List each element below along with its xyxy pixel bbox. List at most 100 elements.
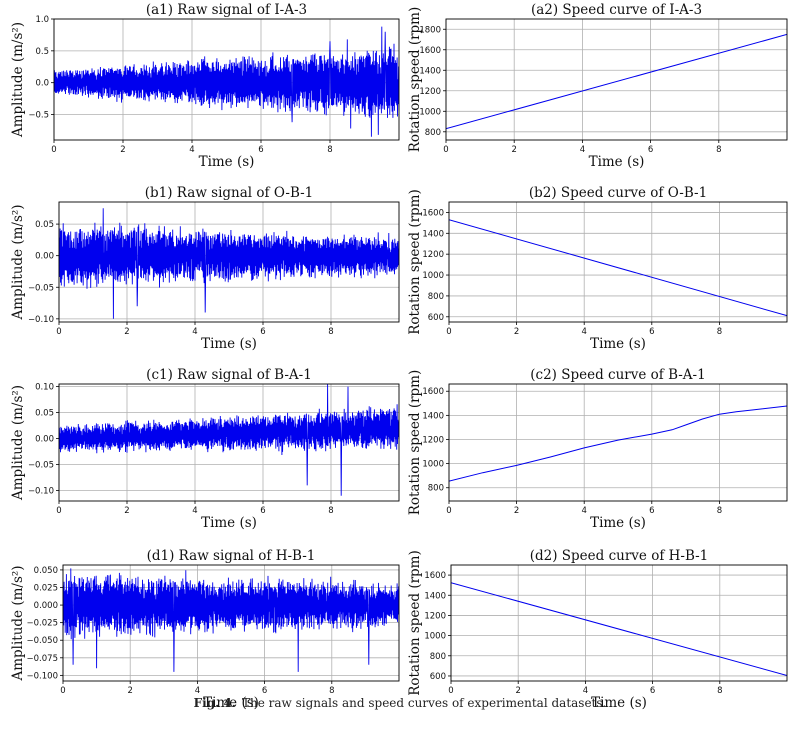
panel-8: 0 2 4 6 8 600 800 1000 1200 1400 1600 (d2) Speed cu…	[407, 548, 788, 711]
x-tick-label: 6	[260, 327, 265, 337]
x-tick-label: 2	[515, 686, 520, 696]
panel-7: 0 2 4 6 8 −0.100 −0.075 −0.050 −0.025 0.000 0.025 0…	[10, 548, 400, 711]
x-tick-label: 8	[327, 145, 332, 155]
series-4	[449, 219, 787, 317]
x-axis-label: Time (s)	[201, 336, 257, 352]
x-tick-label: 2	[127, 686, 132, 696]
y-tick-label: 0.10	[35, 383, 54, 393]
x-axis-label: Time (s)	[589, 154, 645, 170]
y-axis-label: Amplitude (m/s²)	[10, 204, 26, 320]
x-tick-label: 4	[192, 327, 197, 337]
x-tick-label: 8	[717, 327, 722, 337]
y-tick-label: 0.5	[35, 47, 49, 57]
y-tick-label: 1600	[422, 208, 444, 218]
x-axis-label: Time (s)	[201, 515, 257, 531]
speed-line	[451, 582, 787, 676]
y-tick-label: −0.05	[28, 283, 54, 293]
plot-frame	[58, 383, 400, 502]
x-tick-label: 0	[56, 327, 61, 337]
x-tick-label: 8	[717, 506, 722, 516]
series-7	[63, 568, 399, 672]
x-tick-label: 4	[189, 145, 194, 155]
x-tick-label: 4	[583, 686, 588, 696]
x-tick-label: 4	[581, 506, 586, 516]
series-1	[54, 26, 399, 137]
y-tick-label: 1600	[424, 571, 446, 581]
y-tick-label: 0.000	[34, 601, 58, 611]
series-3	[59, 208, 399, 319]
y-axis-label: Amplitude (m/s²)	[10, 565, 26, 681]
y-tick-label: −0.025	[27, 619, 58, 629]
x-tick-label: 0	[56, 506, 61, 516]
x-tick-label: 8	[328, 506, 333, 516]
y-tick-label: −0.5	[28, 111, 49, 121]
y-tick-label: 0.025	[34, 583, 58, 593]
x-tick-label: 6	[260, 506, 265, 516]
y-axis-label: Rotation speed (rpm)	[407, 370, 423, 516]
y-tick-label: −0.075	[27, 654, 58, 664]
x-tick-label: 6	[262, 686, 267, 696]
y-tick-label: −0.050	[27, 636, 58, 646]
y-tick-label: 1000	[422, 460, 444, 470]
y-tick-label: 800	[428, 292, 444, 302]
panel-3: 0 2 4 6 8 −0.10 −0.05 0.00 0.05 (b1) Raw signal o…	[10, 185, 400, 352]
x-tick-label: 2	[124, 506, 129, 516]
y-axis-label: Rotation speed (rpm)	[407, 189, 423, 335]
x-tick-label: 6	[649, 327, 654, 337]
panel-1: 0 2 4 6 8 −0.5 0.0 0.5 1.0 (a1) Raw signal of I-A…	[10, 2, 400, 170]
caption-label: Fig. 4.	[193, 696, 236, 710]
x-tick-label: 0	[446, 327, 451, 337]
y-tick-label: 1000	[424, 632, 446, 642]
plot-frame	[58, 201, 400, 323]
x-axis-label: Time (s)	[199, 154, 255, 170]
y-tick-label: 1600	[419, 46, 441, 56]
panel-title: (b1) Raw signal of O-B-1	[145, 185, 314, 201]
speed-line	[449, 219, 787, 317]
plot-frame	[448, 201, 788, 323]
plot-frame	[450, 564, 788, 682]
plot-frame	[53, 18, 400, 141]
y-tick-label: 600	[428, 313, 444, 323]
y-tick-label: 1200	[422, 250, 444, 260]
y-axis-label: Rotation speed (rpm)	[407, 7, 423, 153]
x-tick-label: 2	[124, 327, 129, 337]
x-tick-label: 6	[258, 145, 263, 155]
panel-2: 0 2 4 6 8 800 1000 1200 1400 1600 1800 (a2) Speed c…	[407, 2, 788, 170]
panel-5: 0 2 4 6 8 −0.10 −0.05 0.00 0.05 0.10 (c1) Raw sign…	[10, 367, 400, 531]
signal-trace	[63, 568, 399, 672]
signal-trace	[54, 26, 399, 137]
series-5	[59, 384, 399, 496]
caption-text: The raw signals and speed curves of expe…	[241, 696, 607, 710]
x-tick-label: 4	[581, 327, 586, 337]
x-tick-label: 0	[60, 686, 65, 696]
y-tick-label: −0.10	[28, 487, 54, 497]
x-tick-label: 6	[649, 506, 654, 516]
panel-4: 0 2 4 6 8 600 800 1000 1200 1400 1600 (b2) Speed cu…	[407, 185, 788, 352]
y-tick-label: −0.05	[28, 461, 54, 471]
y-tick-label: 1000	[422, 271, 444, 281]
panel-title: (c1) Raw signal of B-A-1	[146, 367, 312, 383]
y-tick-label: 1400	[422, 411, 444, 421]
panel-title: (d2) Speed curve of H-B-1	[530, 548, 709, 564]
y-axis-label: Amplitude (m/s²)	[10, 22, 26, 138]
panel-title: (a1) Raw signal of I-A-3	[146, 2, 307, 18]
x-tick-label: 2	[120, 145, 125, 155]
y-tick-label: 1200	[424, 611, 446, 621]
x-tick-label: 2	[511, 145, 516, 155]
panel-title: (d1) Raw signal of H-B-1	[147, 548, 316, 564]
speed-line	[446, 33, 787, 130]
figure-caption: Fig. 4. The raw signals and speed curves …	[0, 696, 800, 710]
x-axis-label: Time (s)	[591, 695, 647, 711]
signal-trace	[59, 384, 399, 496]
x-tick-label: 8	[717, 686, 722, 696]
plot-frame	[62, 564, 400, 682]
y-tick-label: 0.0	[35, 79, 49, 89]
y-tick-label: −0.100	[27, 671, 58, 681]
plot-frame	[448, 383, 788, 502]
x-tick-label: 8	[716, 145, 721, 155]
panel-6: 0 2 4 6 8 800 1000 1200 1400 1600 (c2) Speed curve…	[407, 367, 788, 531]
series-2	[446, 33, 787, 130]
speed-line	[449, 405, 787, 482]
x-axis-label: Time (s)	[590, 336, 646, 352]
y-tick-label: 600	[430, 672, 446, 682]
